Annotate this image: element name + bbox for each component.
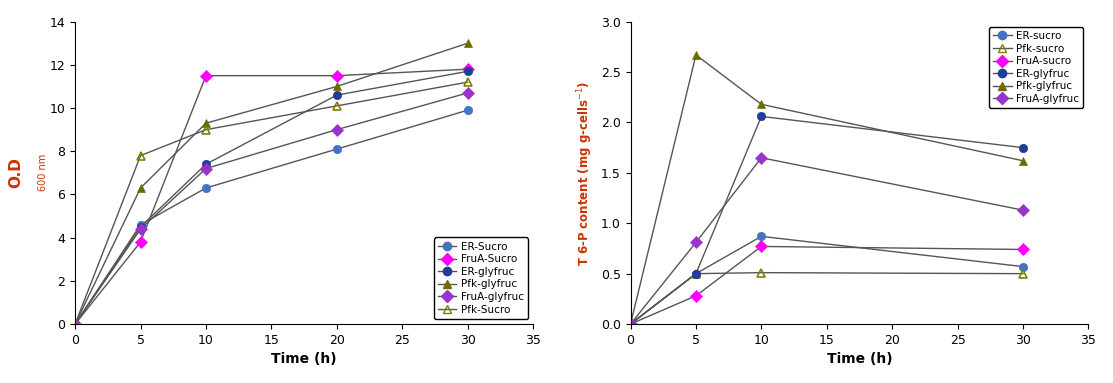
Legend: ER-Sucro, FruA-Sucro, ER-glyfruc, Pfk-glyfruc, FruA-glyfruc, Pfk-Sucro: ER-Sucro, FruA-Sucro, ER-glyfruc, Pfk-gl… (434, 237, 528, 319)
Pfk-Sucro (134, 153, 147, 158)
ER-glyfruc (331, 93, 344, 97)
Pfk-glyfruc (689, 52, 702, 57)
ER-sucro (689, 272, 702, 276)
FruA-Sucro (331, 74, 344, 78)
FruA-glyfruc (1016, 208, 1030, 213)
Pfk-glyfruc (134, 186, 147, 190)
Line: Pfk-glyfruc: Pfk-glyfruc (71, 39, 472, 328)
FruA-sucro (755, 244, 768, 249)
ER-sucro (624, 322, 638, 326)
Pfk-glyfruc (199, 121, 213, 126)
Pfk-sucro (689, 272, 702, 276)
Pfk-glyfruc (624, 322, 638, 326)
ER-Sucro (331, 147, 344, 151)
FruA-Sucro (134, 240, 147, 244)
X-axis label: Time (h): Time (h) (272, 352, 337, 366)
ER-sucro (1016, 264, 1030, 269)
FruA-glyfruc (461, 91, 474, 95)
FruA-glyfruc (689, 240, 702, 245)
FruA-Sucro (69, 322, 82, 326)
Pfk-Sucro (331, 104, 344, 108)
Pfk-Sucro (199, 128, 213, 132)
Pfk-glyfruc (331, 84, 344, 89)
Pfk-Sucro (69, 322, 82, 326)
ER-sucro (755, 234, 768, 239)
ER-Sucro (461, 108, 474, 113)
Legend: ER-sucro, Pfk-sucro, FruA-sucro, ER-glyfruc, Pfk-glyfruc, FruA-glyfruc: ER-sucro, Pfk-sucro, FruA-sucro, ER-glyf… (989, 27, 1083, 108)
ER-glyfruc (624, 322, 638, 326)
Pfk-sucro (1016, 272, 1030, 276)
ER-Sucro (69, 322, 82, 326)
Line: ER-Sucro: ER-Sucro (71, 106, 472, 328)
Line: FruA-glyfruc: FruA-glyfruc (627, 154, 1027, 328)
Pfk-glyfruc (69, 322, 82, 326)
ER-glyfruc (755, 114, 768, 119)
Line: ER-glyfruc: ER-glyfruc (71, 67, 472, 328)
ER-glyfruc (199, 162, 213, 167)
Line: Pfk-sucro: Pfk-sucro (627, 268, 1027, 328)
X-axis label: Time (h): Time (h) (827, 352, 893, 366)
Line: Pfk-Sucro: Pfk-Sucro (71, 78, 472, 328)
Line: ER-glyfruc: ER-glyfruc (627, 112, 1027, 328)
FruA-glyfruc (134, 227, 147, 231)
FruA-Sucro (199, 74, 213, 78)
Pfk-glyfruc (461, 41, 474, 46)
FruA-glyfruc (755, 155, 768, 160)
FruA-glyfruc (624, 322, 638, 326)
ER-glyfruc (69, 322, 82, 326)
Y-axis label: T 6-P content (mg g-cells$^{-1}$): T 6-P content (mg g-cells$^{-1}$) (575, 80, 595, 265)
FruA-Sucro (461, 67, 474, 72)
Pfk-sucro (755, 270, 768, 275)
ER-glyfruc (689, 272, 702, 276)
Pfk-Sucro (461, 80, 474, 84)
Text: 600 nm: 600 nm (38, 154, 48, 192)
FruA-sucro (1016, 247, 1030, 252)
ER-Sucro (134, 223, 147, 227)
ER-glyfruc (1016, 146, 1030, 150)
Line: FruA-sucro: FruA-sucro (627, 242, 1027, 328)
Text: O.D: O.D (8, 157, 23, 188)
FruA-glyfruc (69, 322, 82, 326)
Line: FruA-glyfruc: FruA-glyfruc (71, 89, 472, 328)
FruA-sucro (689, 293, 702, 298)
Pfk-sucro (624, 322, 638, 326)
FruA-glyfruc (199, 166, 213, 171)
ER-glyfruc (134, 224, 147, 229)
Line: Pfk-glyfruc: Pfk-glyfruc (627, 51, 1027, 328)
ER-Sucro (199, 186, 213, 190)
FruA-glyfruc (331, 128, 344, 132)
ER-glyfruc (461, 69, 474, 74)
FruA-sucro (624, 322, 638, 326)
Line: ER-sucro: ER-sucro (627, 232, 1027, 328)
Pfk-glyfruc (755, 102, 768, 106)
Pfk-glyfruc (1016, 159, 1030, 163)
Line: FruA-Sucro: FruA-Sucro (71, 65, 472, 328)
